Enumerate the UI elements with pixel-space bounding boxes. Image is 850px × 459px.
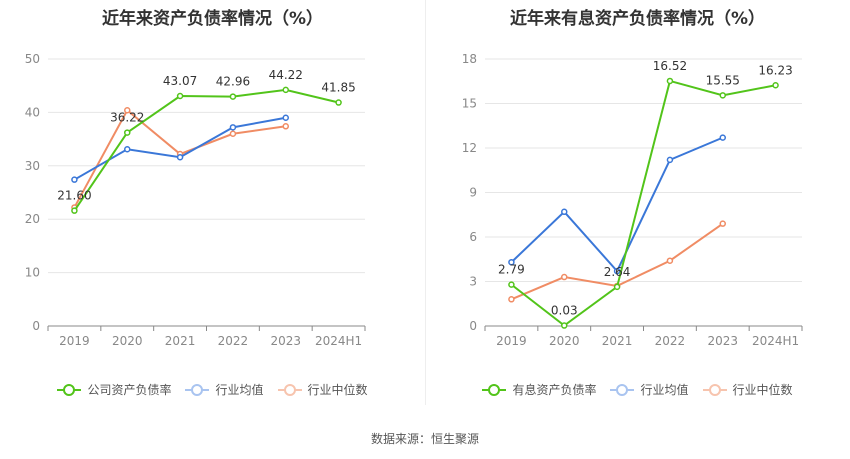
legend-item-industry-mean[interactable]: 行业均值: [185, 381, 264, 398]
data-point: [282, 123, 289, 130]
x-tick-label: 2022: [218, 334, 249, 348]
data-point: [719, 134, 726, 141]
data-label: 44.22: [269, 68, 303, 82]
data-point: [124, 145, 131, 153]
data-point: [561, 273, 568, 281]
x-tick-label: 2023: [270, 334, 301, 348]
series-line-industry-mean: [510, 136, 724, 273]
chart-title: 近年来有息资产负债率情况（%）: [509, 9, 766, 29]
data-point: [71, 176, 78, 183]
data-point: [508, 281, 515, 288]
x-tick-label: 2019: [59, 334, 90, 348]
y-tick-label: 10: [25, 266, 40, 280]
data-point: [282, 114, 289, 121]
legend-item-industry-median[interactable]: 行业中位数: [277, 381, 368, 398]
x-tick-label: 2021: [602, 334, 633, 348]
data-point: [772, 82, 779, 89]
data-point: [561, 208, 568, 216]
legend-label: 行业中位数: [732, 383, 793, 397]
data-point: [176, 154, 184, 161]
data-point: [613, 267, 621, 275]
legend-label: 行业均值: [215, 383, 264, 397]
legend-marker-icon: [482, 383, 507, 396]
data-point: [666, 257, 674, 264]
chart-legend: 有息资产负债率 行业均值 行业中位数: [425, 381, 850, 398]
panel-divider: [425, 0, 426, 405]
data-label: 41.85: [321, 81, 355, 95]
series-line-company: [73, 88, 339, 212]
debt-ratio-chart: 0 10 20 30 40 50 2019 2020 2021 2022 2023 2024H1 21.…: [25, 52, 366, 348]
chart-title: 近年来资产负债率情况（%）: [101, 9, 324, 29]
data-label: 43.07: [163, 74, 197, 88]
data-label: 2.79: [498, 263, 525, 277]
data-point: [666, 156, 674, 164]
data-point: [666, 77, 674, 85]
data-label: 21.60: [57, 189, 91, 203]
y-tick-label: 6: [469, 230, 477, 244]
legend-marker-icon: [610, 383, 635, 396]
y-tick-label: 20: [25, 212, 40, 226]
data-point: [508, 296, 515, 303]
y-tick-label: 9: [469, 186, 477, 200]
data-point: [176, 92, 184, 100]
legend-label: 行业均值: [640, 383, 689, 397]
x-tick-label: 2019: [496, 334, 527, 348]
data-source-footer: 数据来源：恒生聚源: [370, 432, 479, 446]
x-tick-label: 2021: [165, 334, 196, 348]
legend-item-industry-mean[interactable]: 行业均值: [610, 381, 689, 398]
data-label: 36.22: [110, 111, 144, 125]
legend-label: 行业中位数: [307, 383, 368, 397]
legend-marker-icon: [277, 383, 302, 396]
y-tick-label: 12: [462, 141, 477, 155]
legend-label: 公司资产负债率: [87, 383, 172, 397]
data-label: 16.52: [653, 59, 687, 73]
data-point: [719, 220, 726, 227]
data-point: [282, 86, 289, 94]
data-point: [71, 207, 78, 214]
y-tick-label: 18: [462, 52, 477, 66]
legend-item-company[interactable]: 有息资产负债率: [482, 381, 596, 398]
data-point: [561, 322, 568, 329]
y-tick-label: 50: [25, 52, 40, 66]
data-point: [719, 92, 726, 99]
data-point: [335, 99, 342, 106]
data-point: [229, 124, 237, 131]
x-tick-label: 2023: [707, 334, 738, 348]
data-point: [229, 130, 237, 138]
legend-item-industry-median[interactable]: 行业中位数: [702, 381, 793, 398]
x-tick-label: 2020: [112, 334, 143, 348]
y-tick-label: 15: [462, 97, 477, 111]
chart-legend: 公司资产负债率 行业均值 行业中位数: [0, 381, 425, 398]
y-tick-label: 30: [25, 159, 40, 173]
left-chart-panel: 近年来资产负债率情况（%） 0 10 20 30 40 50 2019 2020 2021 202…: [0, 0, 425, 420]
data-point: [124, 129, 131, 136]
y-tick-label: 0: [32, 319, 40, 333]
data-point: [508, 258, 515, 266]
y-tick-label: 40: [25, 105, 40, 119]
right-chart-panel: 近年来有息资产负债率情况（%） 0 3 6 9 12 15 18 2019 2020 2021 20…: [425, 0, 850, 420]
legend-marker-icon: [57, 383, 82, 396]
data-point: [229, 93, 237, 100]
data-point: [613, 283, 621, 291]
interest-debt-ratio-chart: 0 3 6 9 12 15 18 2019 2020 2021 2022 2023 2024H1 2.79…: [462, 52, 803, 348]
x-tick-label: 2022: [655, 334, 686, 348]
data-label: 42.96: [216, 75, 250, 89]
legend-marker-icon: [185, 383, 210, 396]
y-tick-label: 3: [469, 275, 477, 289]
data-point: [124, 107, 131, 114]
legend-item-company[interactable]: 公司资产负债率: [57, 381, 171, 398]
series-line-company: [510, 79, 776, 327]
data-label: 2.64: [604, 265, 631, 279]
x-tick-label: 2020: [549, 334, 580, 348]
data-label: 15.55: [706, 73, 740, 87]
data-label: 16.23: [758, 63, 792, 77]
data-label: 0.03: [551, 304, 578, 318]
legend-marker-icon: [702, 383, 727, 396]
y-tick-label: 0: [469, 319, 477, 333]
x-tick-label: 2024H1: [315, 334, 362, 348]
legend-label: 有息资产负债率: [512, 383, 597, 397]
x-tick-label: 2024H1: [752, 334, 799, 348]
